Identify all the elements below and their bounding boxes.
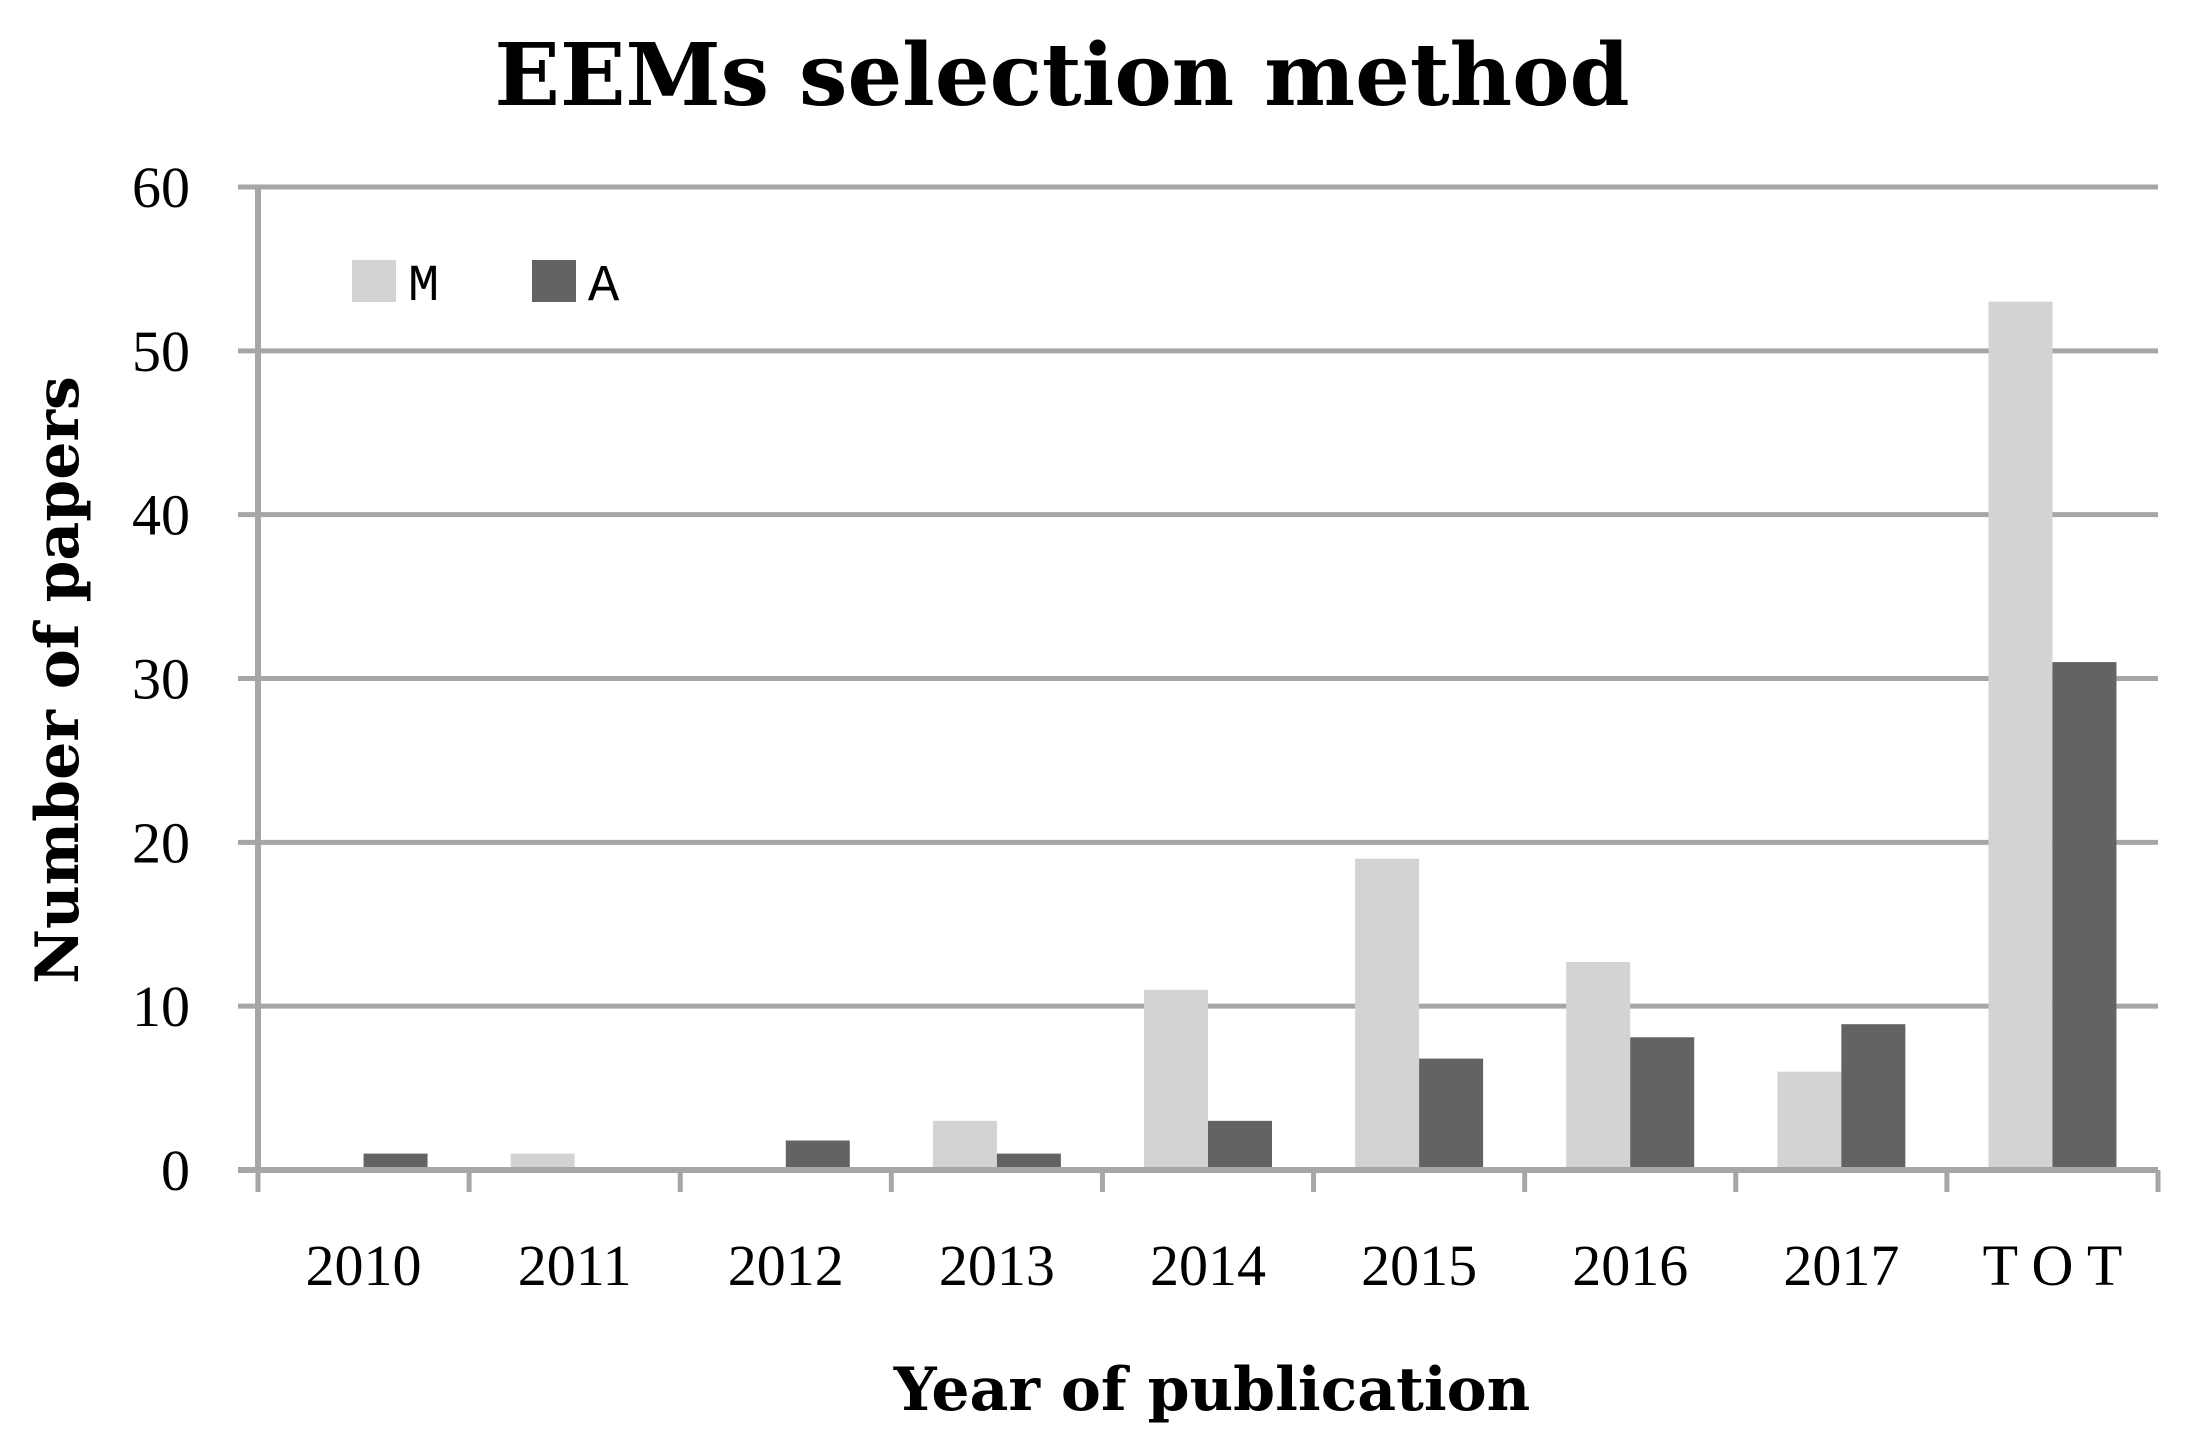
y-tick-label: 50 (132, 319, 190, 384)
x-tick-label: 2010 (306, 1233, 422, 1298)
bar-m-2015 (1355, 858, 1420, 1170)
y-tick-label: 10 (132, 974, 190, 1039)
bar-a-2013 (996, 1153, 1061, 1170)
gridlines (238, 184, 2158, 1009)
x-axis-title: Year of publication (893, 1355, 1531, 1425)
legend-swatch-a (532, 260, 576, 302)
bar-m-2011 (510, 1153, 575, 1170)
bars (363, 301, 2117, 1170)
x-tick-label: 2015 (1361, 1233, 1477, 1298)
legend-label-a: A (588, 257, 620, 316)
bar-a-2014 (1208, 1120, 1272, 1170)
y-tick-label: 40 (132, 483, 190, 548)
bar-m-2017 (1777, 1071, 1842, 1170)
bar-m-tot (1988, 301, 2053, 1170)
x-tick-label: T O T (1983, 1233, 2123, 1298)
x-tick-label: 2014 (1150, 1233, 1266, 1298)
chart-title: EEMs selection method (494, 25, 1629, 126)
bar-m-2013 (932, 1120, 997, 1170)
y-tick-label: 20 (132, 810, 190, 875)
axes: 0 10 20 30 40 50 60 2010 2011 2012 2013 2014 2015 201… (132, 155, 2161, 1298)
x-tick-label: 2012 (728, 1233, 844, 1298)
legend-label-m: M (408, 257, 439, 316)
bar-a-2016 (1630, 1037, 1695, 1170)
bar-a-2010 (363, 1153, 428, 1170)
legend-swatch-m (352, 260, 396, 302)
bar-a-2017 (1841, 1024, 1906, 1170)
bar-a-2012 (785, 1140, 850, 1170)
y-tick-label: 60 (132, 155, 190, 220)
y-tick-label: 0 (161, 1138, 190, 1203)
y-tick-label: 30 (132, 647, 190, 712)
x-tick-label: 2013 (939, 1233, 1055, 1298)
x-tick-label: 2016 (1572, 1233, 1688, 1298)
bar-a-2015 (1419, 1058, 1484, 1170)
bar-m-2016 (1566, 961, 1631, 1170)
bar-m-2014 (1144, 989, 1208, 1170)
x-tick-label: 2011 (518, 1233, 632, 1298)
x-tick-label: 2017 (1783, 1233, 1899, 1298)
bar-a-tot (2052, 662, 2117, 1170)
y-axis-title: Number of papers (23, 376, 93, 984)
